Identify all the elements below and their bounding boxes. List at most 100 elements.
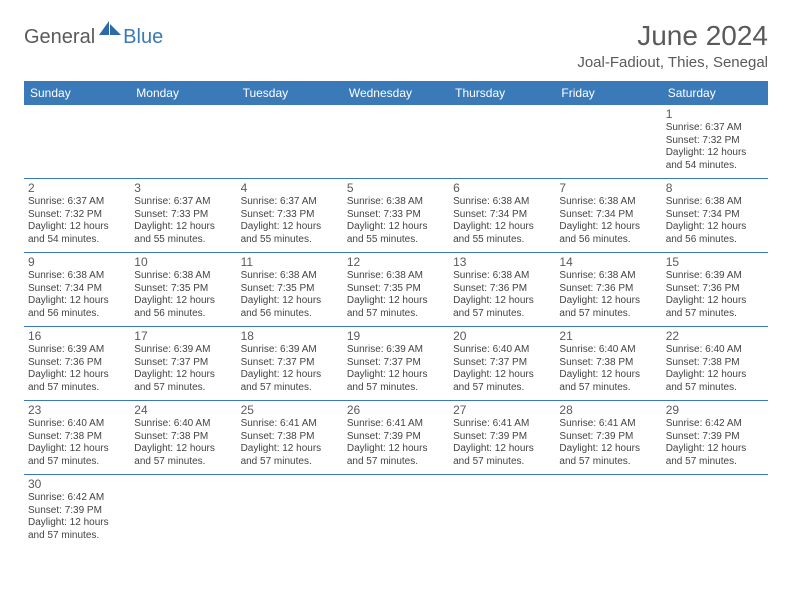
day-cell: 2Sunrise: 6:37 AMSunset: 7:32 PMDaylight… bbox=[24, 179, 130, 253]
daylight-text: Daylight: 12 hours and 56 minutes. bbox=[241, 295, 339, 320]
sunrise-text: Sunrise: 6:39 AM bbox=[347, 344, 445, 357]
sunrise-text: Sunrise: 6:38 AM bbox=[347, 270, 445, 283]
day-number: 24 bbox=[134, 403, 232, 417]
day-cell bbox=[130, 105, 236, 179]
day-number: 28 bbox=[559, 403, 657, 417]
sunrise-text: Sunrise: 6:40 AM bbox=[134, 418, 232, 431]
day-cell: 9Sunrise: 6:38 AMSunset: 7:34 PMDaylight… bbox=[24, 253, 130, 327]
day-cell: 30Sunrise: 6:42 AMSunset: 7:39 PMDayligh… bbox=[24, 475, 130, 549]
sunrise-text: Sunrise: 6:41 AM bbox=[559, 418, 657, 431]
day-cell: 20Sunrise: 6:40 AMSunset: 7:37 PMDayligh… bbox=[449, 327, 555, 401]
daylight-text: Daylight: 12 hours and 57 minutes. bbox=[666, 295, 764, 320]
daylight-text: Daylight: 12 hours and 56 minutes. bbox=[666, 221, 764, 246]
day-cell: 21Sunrise: 6:40 AMSunset: 7:38 PMDayligh… bbox=[555, 327, 661, 401]
sunset-text: Sunset: 7:39 PM bbox=[347, 431, 445, 444]
day-cell bbox=[343, 475, 449, 549]
day-number: 2 bbox=[28, 181, 126, 195]
sunset-text: Sunset: 7:32 PM bbox=[28, 209, 126, 222]
sunset-text: Sunset: 7:38 PM bbox=[559, 357, 657, 370]
week-row: 23Sunrise: 6:40 AMSunset: 7:38 PMDayligh… bbox=[24, 401, 768, 475]
day-number: 9 bbox=[28, 255, 126, 269]
sunset-text: Sunset: 7:34 PM bbox=[559, 209, 657, 222]
header: General Blue June 2024 Joal-Fadiout, Thi… bbox=[24, 20, 768, 71]
sunset-text: Sunset: 7:33 PM bbox=[134, 209, 232, 222]
daylight-text: Daylight: 12 hours and 55 minutes. bbox=[453, 221, 551, 246]
day-number: 27 bbox=[453, 403, 551, 417]
day-cell bbox=[555, 475, 661, 549]
day-number: 25 bbox=[241, 403, 339, 417]
day-cell: 24Sunrise: 6:40 AMSunset: 7:38 PMDayligh… bbox=[130, 401, 236, 475]
daylight-text: Daylight: 12 hours and 57 minutes. bbox=[347, 443, 445, 468]
sunrise-text: Sunrise: 6:41 AM bbox=[241, 418, 339, 431]
day-number: 12 bbox=[347, 255, 445, 269]
logo: General Blue bbox=[24, 26, 163, 49]
day-number: 3 bbox=[134, 181, 232, 195]
day-cell: 27Sunrise: 6:41 AMSunset: 7:39 PMDayligh… bbox=[449, 401, 555, 475]
day-number: 18 bbox=[241, 329, 339, 343]
sunrise-text: Sunrise: 6:38 AM bbox=[559, 196, 657, 209]
day-cell bbox=[237, 105, 343, 179]
calendar-table: Sunday Monday Tuesday Wednesday Thursday… bbox=[24, 81, 768, 548]
day-number: 8 bbox=[666, 181, 764, 195]
daylight-text: Daylight: 12 hours and 57 minutes. bbox=[559, 295, 657, 320]
col-thursday: Thursday bbox=[449, 81, 555, 105]
day-number: 29 bbox=[666, 403, 764, 417]
sunrise-text: Sunrise: 6:38 AM bbox=[453, 196, 551, 209]
sunset-text: Sunset: 7:35 PM bbox=[347, 283, 445, 296]
sunrise-text: Sunrise: 6:39 AM bbox=[134, 344, 232, 357]
sunrise-text: Sunrise: 6:37 AM bbox=[134, 196, 232, 209]
day-number: 13 bbox=[453, 255, 551, 269]
sunrise-text: Sunrise: 6:39 AM bbox=[241, 344, 339, 357]
day-number: 21 bbox=[559, 329, 657, 343]
sunrise-text: Sunrise: 6:42 AM bbox=[28, 492, 126, 505]
col-friday: Friday bbox=[555, 81, 661, 105]
sunset-text: Sunset: 7:38 PM bbox=[666, 357, 764, 370]
day-cell: 10Sunrise: 6:38 AMSunset: 7:35 PMDayligh… bbox=[130, 253, 236, 327]
day-number: 22 bbox=[666, 329, 764, 343]
daylight-text: Daylight: 12 hours and 57 minutes. bbox=[347, 369, 445, 394]
day-number: 20 bbox=[453, 329, 551, 343]
sunset-text: Sunset: 7:35 PM bbox=[241, 283, 339, 296]
sunrise-text: Sunrise: 6:38 AM bbox=[559, 270, 657, 283]
sunset-text: Sunset: 7:33 PM bbox=[241, 209, 339, 222]
week-row: 9Sunrise: 6:38 AMSunset: 7:34 PMDaylight… bbox=[24, 253, 768, 327]
title-block: June 2024 Joal-Fadiout, Thies, Senegal bbox=[577, 20, 768, 71]
col-tuesday: Tuesday bbox=[237, 81, 343, 105]
page-title: June 2024 bbox=[577, 20, 768, 52]
sunrise-text: Sunrise: 6:38 AM bbox=[347, 196, 445, 209]
sunset-text: Sunset: 7:38 PM bbox=[28, 431, 126, 444]
sunset-text: Sunset: 7:36 PM bbox=[28, 357, 126, 370]
sunrise-text: Sunrise: 6:40 AM bbox=[453, 344, 551, 357]
day-number: 11 bbox=[241, 255, 339, 269]
day-cell: 29Sunrise: 6:42 AMSunset: 7:39 PMDayligh… bbox=[662, 401, 768, 475]
day-cell: 22Sunrise: 6:40 AMSunset: 7:38 PMDayligh… bbox=[662, 327, 768, 401]
sunrise-text: Sunrise: 6:38 AM bbox=[134, 270, 232, 283]
sunset-text: Sunset: 7:35 PM bbox=[134, 283, 232, 296]
day-cell bbox=[130, 475, 236, 549]
sail-icon bbox=[97, 19, 123, 42]
sunrise-text: Sunrise: 6:37 AM bbox=[28, 196, 126, 209]
week-row: 2Sunrise: 6:37 AMSunset: 7:32 PMDaylight… bbox=[24, 179, 768, 253]
daylight-text: Daylight: 12 hours and 55 minutes. bbox=[241, 221, 339, 246]
daylight-text: Daylight: 12 hours and 57 minutes. bbox=[241, 443, 339, 468]
week-row: 30Sunrise: 6:42 AMSunset: 7:39 PMDayligh… bbox=[24, 475, 768, 549]
day-number: 6 bbox=[453, 181, 551, 195]
day-cell: 28Sunrise: 6:41 AMSunset: 7:39 PMDayligh… bbox=[555, 401, 661, 475]
sunset-text: Sunset: 7:34 PM bbox=[666, 209, 764, 222]
day-cell: 26Sunrise: 6:41 AMSunset: 7:39 PMDayligh… bbox=[343, 401, 449, 475]
day-cell bbox=[449, 475, 555, 549]
day-number: 15 bbox=[666, 255, 764, 269]
day-cell: 1Sunrise: 6:37 AMSunset: 7:32 PMDaylight… bbox=[662, 105, 768, 179]
day-cell: 15Sunrise: 6:39 AMSunset: 7:36 PMDayligh… bbox=[662, 253, 768, 327]
sunrise-text: Sunrise: 6:39 AM bbox=[28, 344, 126, 357]
day-cell: 7Sunrise: 6:38 AMSunset: 7:34 PMDaylight… bbox=[555, 179, 661, 253]
sunset-text: Sunset: 7:38 PM bbox=[241, 431, 339, 444]
day-header-row: Sunday Monday Tuesday Wednesday Thursday… bbox=[24, 81, 768, 105]
daylight-text: Daylight: 12 hours and 56 minutes. bbox=[134, 295, 232, 320]
day-number: 14 bbox=[559, 255, 657, 269]
sunset-text: Sunset: 7:37 PM bbox=[134, 357, 232, 370]
sunset-text: Sunset: 7:32 PM bbox=[666, 135, 764, 148]
day-cell: 25Sunrise: 6:41 AMSunset: 7:38 PMDayligh… bbox=[237, 401, 343, 475]
day-cell bbox=[237, 475, 343, 549]
day-cell bbox=[343, 105, 449, 179]
